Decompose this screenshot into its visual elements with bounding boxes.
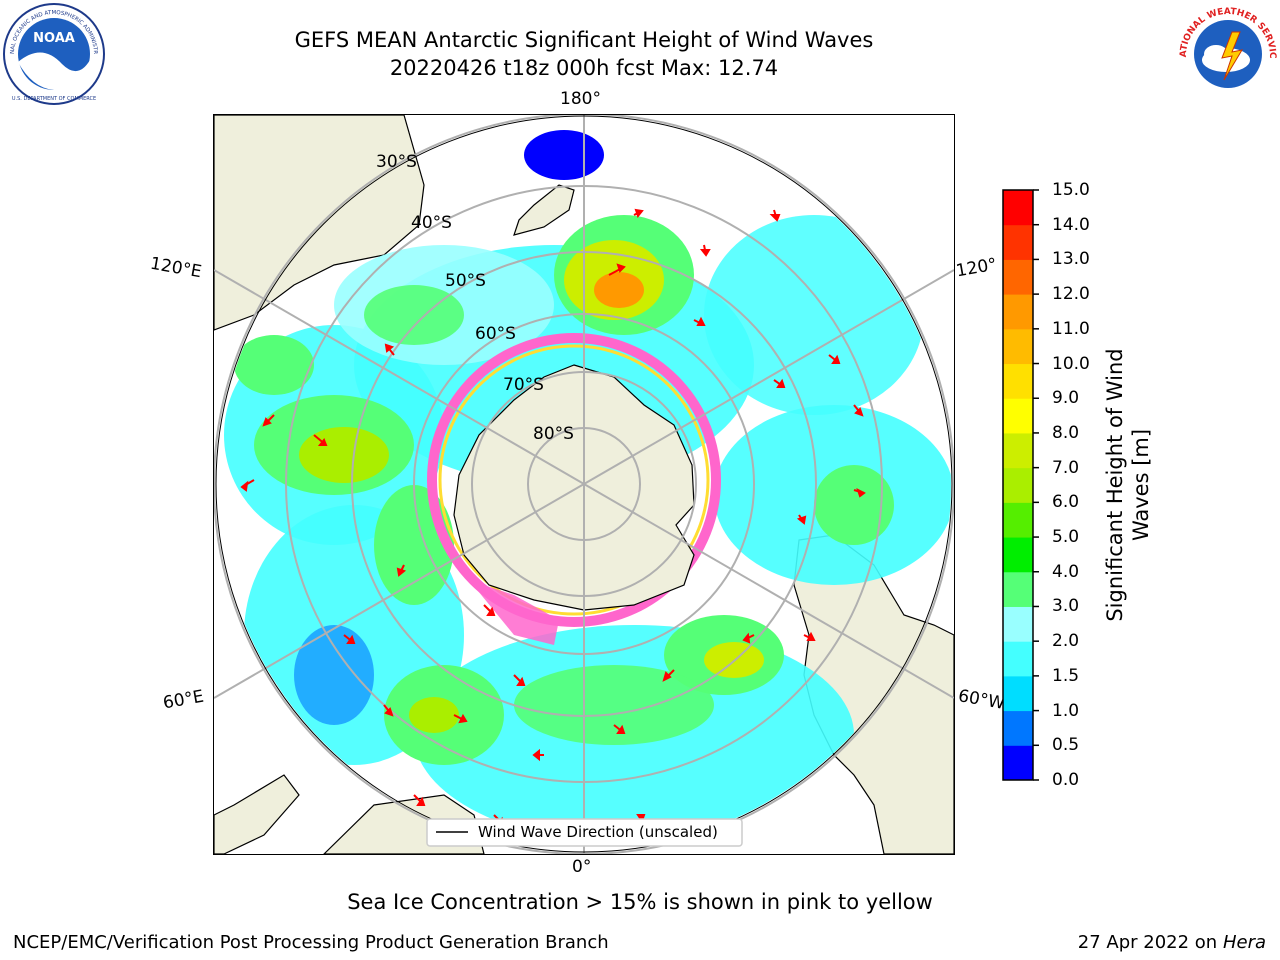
- wave-height-field: [224, 130, 951, 845]
- colorbar-segment: [1003, 259, 1033, 295]
- colorbar-segment: [1003, 432, 1033, 469]
- colorbar-tick-labels: 0.0 0.5 1.0 1.5 2.0 3.0 4.0 5.0 6.0 7.0 8.0 9.0 10.0…: [1052, 180, 1112, 790]
- noaa-ring-text-bottom: U.S. DEPARTMENT OF COMMERCE: [12, 96, 96, 102]
- colorbar-segment: [1003, 398, 1033, 434]
- nws-logo: NATIONAL WEATHER SERVICE: [1176, 2, 1278, 104]
- colorbar-label-line2: Waves [m]: [1129, 428, 1153, 542]
- lon-label-120e: 120°E: [148, 253, 204, 283]
- colorbar-segment: [1003, 190, 1033, 226]
- lat-label-30s: 30°S: [376, 152, 417, 172]
- lon-label-0: 0°: [572, 857, 592, 877]
- new-zealand-land: [513, 184, 575, 236]
- colorbar-tick-label: 10.0: [1052, 353, 1090, 374]
- lon-label-60e: 60°E: [161, 686, 206, 714]
- colorbar-tick-label: 1.0: [1052, 700, 1080, 721]
- lat-label-70s: 70°S: [503, 375, 544, 395]
- colorbar-tick-label: 0.5: [1052, 735, 1080, 756]
- colorbar-tick-label: 2.0: [1052, 631, 1080, 652]
- sea-ice-note: Sea Ice Concentration > 15% is shown in …: [347, 890, 933, 914]
- colorbar-segments: [1003, 190, 1033, 781]
- antarctica-land: [453, 364, 695, 611]
- lon-label-60w: 60°W: [956, 686, 1007, 714]
- wind-wave-arrows: [240, 208, 866, 826]
- credit-text: NCEP/EMC/Verification Post Processing Pr…: [13, 932, 609, 953]
- map-legend: Wind Wave Direction (unscaled): [426, 818, 743, 847]
- colorbar-segment: [1003, 294, 1033, 330]
- lat-label-50s: 50°S: [445, 271, 486, 291]
- colorbar: [1002, 189, 1039, 781]
- map-frame: [213, 114, 955, 855]
- lon-label-120w: 120°: [954, 254, 999, 282]
- colorbar-tick-label: 7.0: [1052, 457, 1080, 478]
- colorbar-tick-label: 15.0: [1052, 180, 1090, 200]
- colorbar-segment: [1003, 502, 1033, 538]
- weddell-ice-patch: [469, 580, 559, 645]
- colorbar-segment: [1003, 571, 1033, 607]
- colorbar-tick-label: 11.0: [1052, 318, 1090, 339]
- colorbar-tick-label: 6.0: [1052, 492, 1080, 513]
- chart-subtitle: 20220426 t18z 000h fcst Max: 12.74: [389, 56, 779, 80]
- colorbar-segment: [1003, 745, 1033, 781]
- madagascar-land: [214, 774, 300, 854]
- polar-map: Wind Wave Direction (unscaled): [214, 115, 954, 854]
- colorbar-segment: [1003, 363, 1033, 399]
- lat-label-60s: 60°S: [475, 324, 516, 344]
- colorbar-tick-label: 0.0: [1052, 770, 1080, 790]
- lon-label-180: 180°: [560, 89, 601, 109]
- colorbar-segment: [1003, 224, 1033, 260]
- colorbar-tick-label: 3.0: [1052, 596, 1080, 617]
- colorbar-segment: [1003, 537, 1033, 573]
- south-america-land: [793, 534, 954, 854]
- lat-label-40s: 40°S: [411, 213, 452, 233]
- colorbar-segment: [1003, 467, 1033, 503]
- colorbar-tick-label: 9.0: [1052, 388, 1080, 409]
- graticule: [214, 115, 954, 854]
- colorbar-label-line1: Significant Height of Wind: [1103, 348, 1127, 622]
- colorbar-segment: [1003, 606, 1033, 642]
- colorbar-label: Significant Height of Wind Waves [m]: [1102, 348, 1154, 621]
- colorbar-segment: [1003, 675, 1033, 712]
- colorbar-tick-label: 13.0: [1052, 249, 1090, 270]
- colorbar-tick-label: 14.0: [1052, 214, 1090, 235]
- land-masses: [214, 115, 954, 854]
- lat-label-80s: 80°S: [533, 424, 574, 444]
- colorbar-tick-label: 12.0: [1052, 284, 1090, 305]
- run-date-text: 27 Apr 2022 on: [1077, 932, 1223, 953]
- colorbar-tick-label: 5.0: [1052, 527, 1080, 548]
- colorbar-segment: [1003, 710, 1033, 746]
- colorbar-tick-label: 4.0: [1052, 561, 1080, 582]
- colorbar-segment: [1003, 641, 1033, 677]
- chart-title: GEFS MEAN Antarctic Significant Height o…: [294, 28, 874, 52]
- colorbar-segment: [1003, 328, 1033, 365]
- machine-name: Hera: [1222, 932, 1266, 953]
- colorbar-tick-label: 1.5: [1052, 665, 1080, 686]
- colorbar-tick-label: 8.0: [1052, 422, 1080, 443]
- australia-land: [214, 115, 425, 331]
- sea-ice-ring: [427, 333, 721, 645]
- legend-text: Wind Wave Direction (unscaled): [478, 823, 718, 841]
- noaa-logo-text: NOAA: [33, 31, 75, 46]
- run-date: 27 Apr 2022 on Hera: [1078, 932, 1266, 953]
- noaa-logo: NOAA NATIONAL OCEANIC AND ATMOSPHERIC AD…: [2, 2, 105, 105]
